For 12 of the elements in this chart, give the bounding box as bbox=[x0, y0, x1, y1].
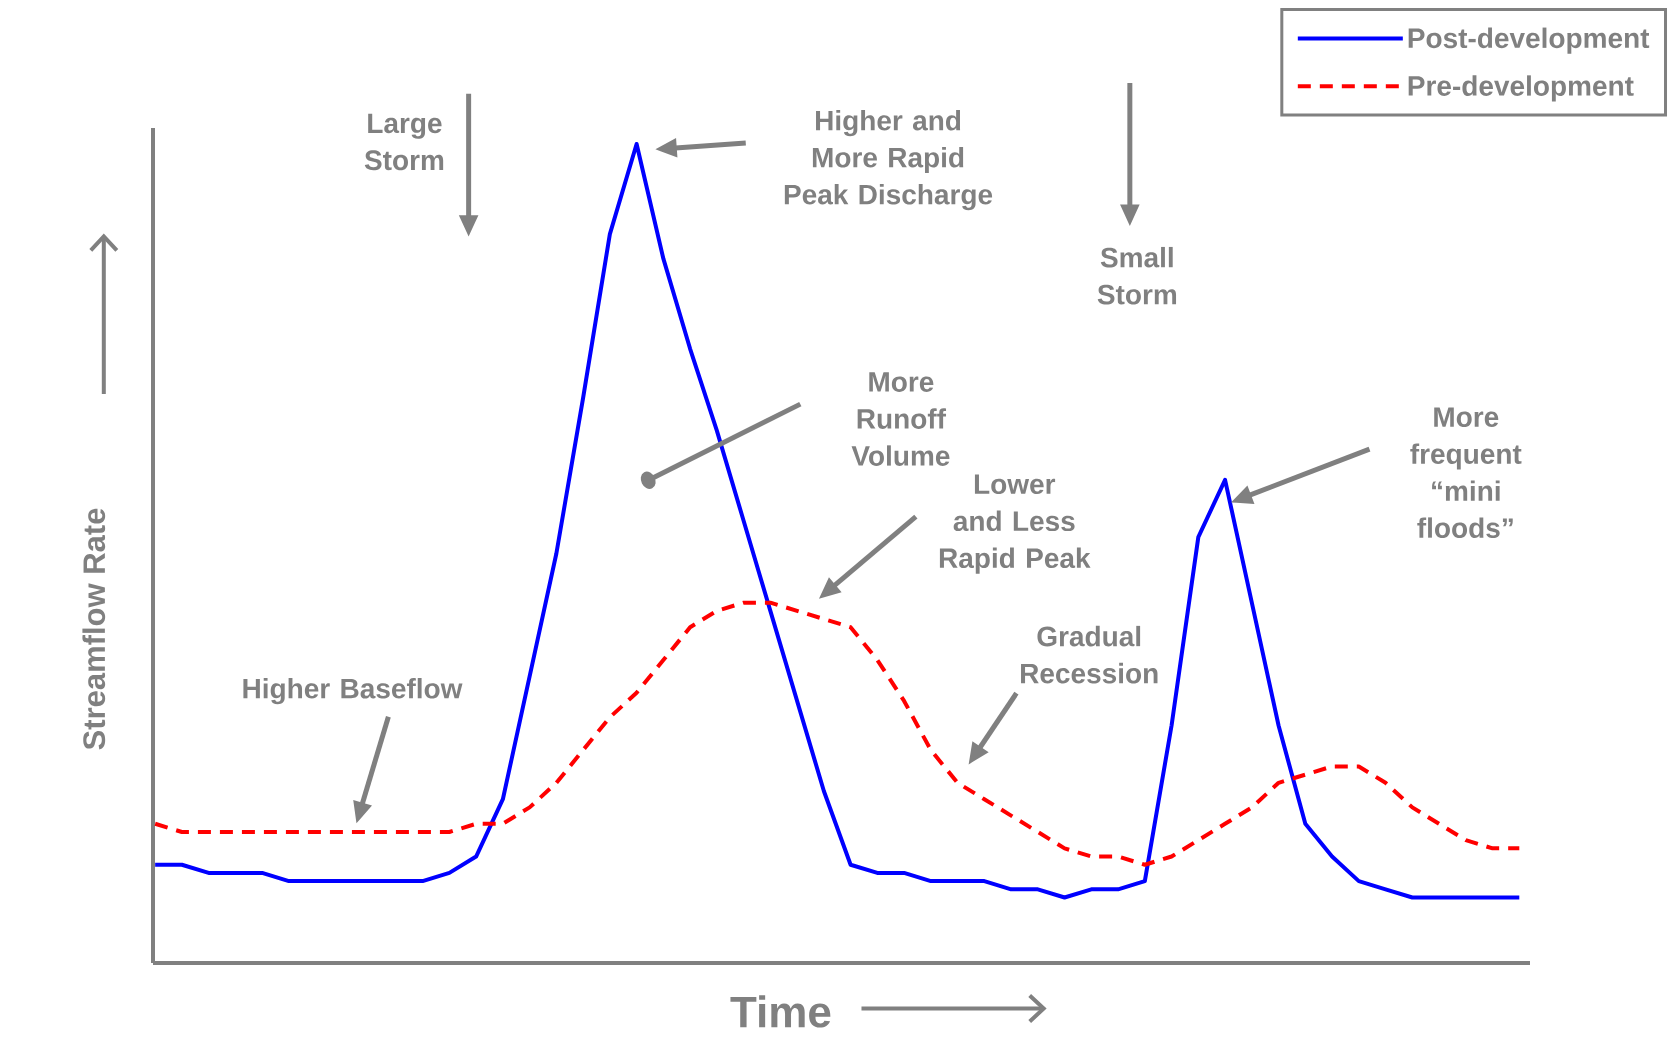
legend-label: Post-development bbox=[1408, 27, 1650, 54]
legend-label: Pre-development bbox=[1408, 75, 1634, 102]
annotation: Lower and Less Rapid Peak bbox=[939, 474, 1091, 574]
annotation: Small Storm bbox=[1097, 246, 1177, 305]
y-axis-title: Streamflow Rate bbox=[82, 508, 106, 750]
annotation: More frequent “mini floods” bbox=[1410, 407, 1522, 538]
annotation: More Runoff Volume bbox=[851, 372, 950, 466]
annotation: Higher and More Rapid Peak Discharge bbox=[784, 109, 993, 211]
x-axis-title: Time bbox=[730, 995, 831, 1028]
annotation: Gradual Recession bbox=[1021, 625, 1158, 684]
annotation: Large Storm bbox=[364, 113, 444, 171]
annotation: Higher Baseflow bbox=[243, 677, 463, 705]
